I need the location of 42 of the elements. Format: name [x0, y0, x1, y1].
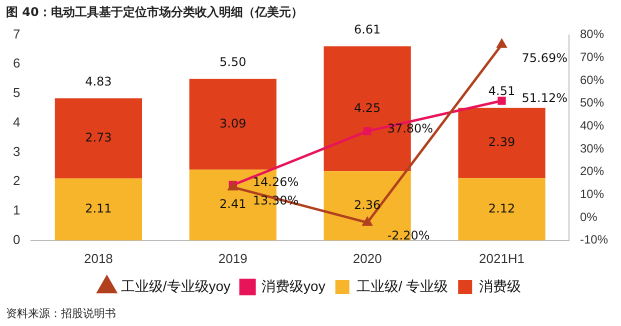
y2-tick-label: 60%	[580, 72, 604, 87]
data-label: 4.25	[354, 100, 381, 115]
data-label: 2.12	[488, 201, 516, 216]
x-tick-label: 2018	[84, 250, 113, 266]
total-label: 4.51	[488, 84, 516, 98]
data-label: 3.09	[220, 116, 246, 130]
data-label: 75.69%	[522, 50, 568, 65]
data-label: 2.41	[220, 197, 246, 212]
y2-tick-label: 30%	[580, 141, 604, 156]
data-label: 2.73	[85, 130, 112, 144]
y-tick-label: 3	[12, 144, 20, 159]
y2-tick-label: 0%	[580, 210, 598, 224]
legend-label: 工业级/专业级yoy	[120, 278, 231, 294]
y-tick-label: 4	[12, 114, 20, 130]
data-label: 2.36	[354, 198, 381, 212]
y2-tick-label: 10%	[580, 187, 604, 202]
legend-label: 消费级	[479, 278, 522, 294]
y2-tick-label: -10%	[580, 232, 608, 247]
text: 资料来源：招股说明书	[6, 306, 116, 321]
x-tick-label: 2019	[218, 250, 248, 266]
y2-tick-label: 70%	[580, 50, 604, 64]
y-tick-label: 6	[12, 56, 20, 71]
data-label: 51.12%	[522, 90, 568, 105]
legend-label: 消费级yoy	[262, 278, 326, 294]
y2-tick-label: 40%	[580, 118, 604, 132]
y-tick-label: 0	[12, 232, 20, 247]
y2-tick-label: 80%	[580, 27, 604, 42]
x-tick-label: 2021H1	[478, 250, 525, 266]
y-tick-label: 2	[12, 173, 20, 188]
total-label: 6.61	[354, 22, 381, 36]
legend-label: 工业级/ 专业级	[356, 278, 448, 294]
total-label: 5.50	[220, 54, 246, 69]
data-label: 2.39	[488, 135, 516, 150]
chart-title: 图 40：电动工具基于定位市场分类收入明细（亿美元）	[6, 4, 303, 21]
y-tick-label: 5	[12, 85, 20, 100]
y-tick-label: 1	[12, 202, 20, 218]
x-tick-label: 2020	[352, 250, 382, 266]
total-label: 4.83	[85, 74, 112, 88]
y-tick-label: 7	[12, 26, 20, 42]
data-label: 2.11	[85, 202, 112, 216]
y2-tick-label: 20%	[580, 164, 604, 178]
y2-tick-label: 50%	[580, 96, 604, 110]
